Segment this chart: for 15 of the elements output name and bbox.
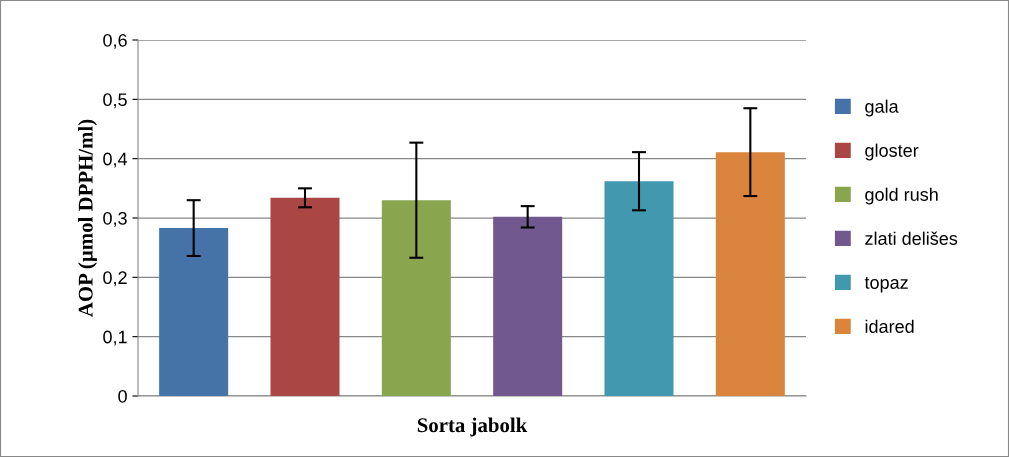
- y-tick-label: 0,6: [103, 33, 127, 49]
- y-tick-label: 0,5: [103, 93, 127, 109]
- y-tick-label: 0: [118, 389, 127, 403]
- legend-label: gold rush: [865, 187, 938, 205]
- x-axis-title: Sorta jabolk: [417, 417, 528, 437]
- y-tick-label: 0,1: [103, 330, 127, 346]
- y-tick-label: 0,2: [103, 271, 127, 287]
- legend-label: gala: [865, 99, 899, 117]
- y-tick-label: 0,3: [103, 211, 127, 227]
- legend-label: gloster: [865, 143, 919, 161]
- y-tick-label: 0,4: [103, 152, 128, 168]
- y-axis-title: AOP (µmol DPPH/ml): [78, 119, 97, 317]
- legend-label: topaz: [864, 277, 908, 293]
- legend-label: zlati delišes: [865, 231, 958, 245]
- legend-label: idared: [865, 319, 914, 333]
